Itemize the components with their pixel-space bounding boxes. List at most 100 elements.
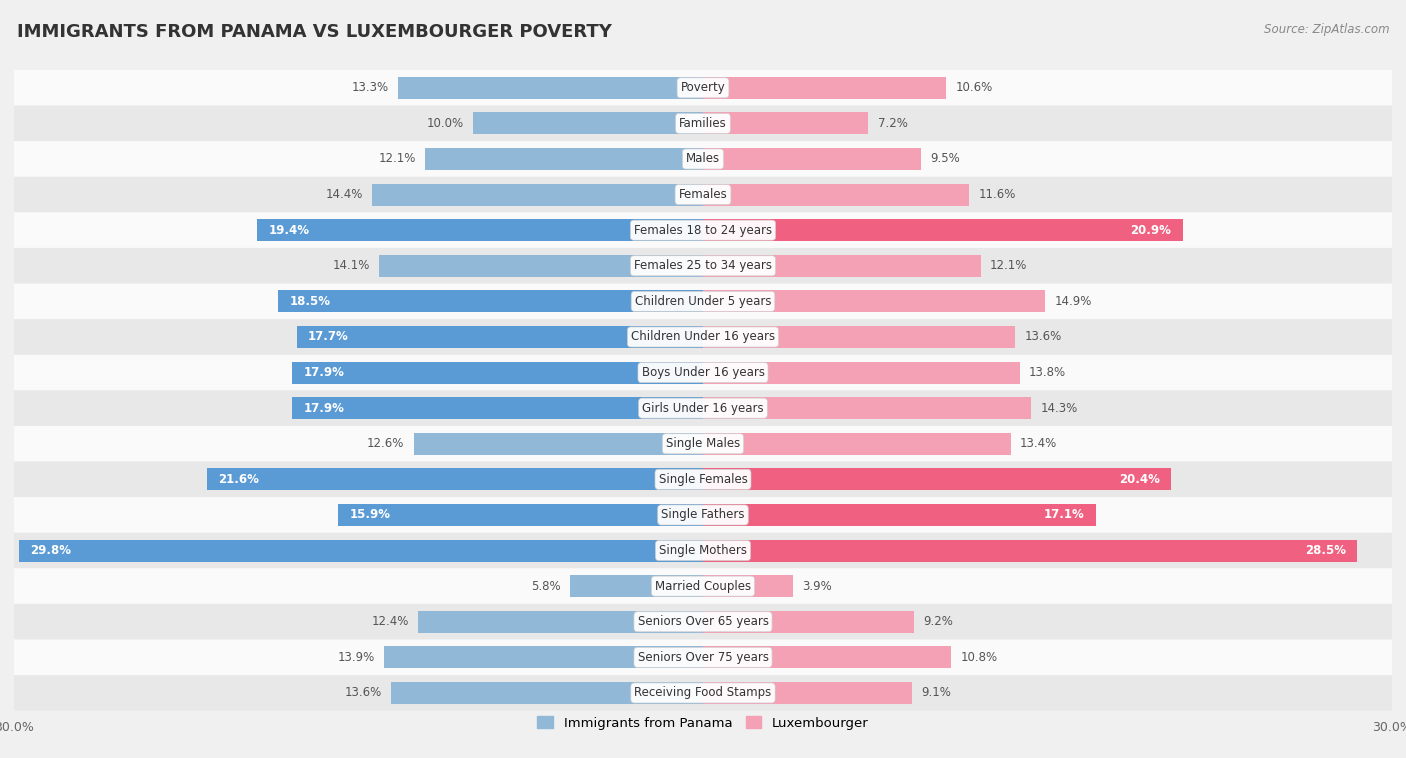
Bar bbox=[391, 682, 703, 704]
FancyBboxPatch shape bbox=[14, 675, 1392, 711]
Text: 13.6%: 13.6% bbox=[344, 687, 381, 700]
Bar bbox=[413, 433, 703, 455]
Text: 18.5%: 18.5% bbox=[290, 295, 330, 308]
Text: Single Mothers: Single Mothers bbox=[659, 544, 747, 557]
FancyBboxPatch shape bbox=[14, 426, 1392, 462]
Bar bbox=[703, 647, 950, 669]
FancyBboxPatch shape bbox=[14, 70, 1392, 105]
Bar bbox=[569, 575, 703, 597]
Text: 17.1%: 17.1% bbox=[1043, 509, 1084, 522]
FancyBboxPatch shape bbox=[14, 283, 1392, 319]
Bar bbox=[703, 290, 1045, 312]
FancyBboxPatch shape bbox=[14, 390, 1392, 426]
Text: 14.4%: 14.4% bbox=[326, 188, 363, 201]
Text: Married Couples: Married Couples bbox=[655, 580, 751, 593]
Bar bbox=[703, 112, 869, 134]
FancyBboxPatch shape bbox=[14, 177, 1392, 212]
Text: 28.5%: 28.5% bbox=[1305, 544, 1346, 557]
Text: 17.9%: 17.9% bbox=[304, 366, 344, 379]
Text: 12.4%: 12.4% bbox=[371, 615, 409, 628]
Bar bbox=[384, 647, 703, 669]
Text: 14.1%: 14.1% bbox=[333, 259, 370, 272]
Text: Families: Families bbox=[679, 117, 727, 130]
Bar bbox=[380, 255, 703, 277]
Text: Boys Under 16 years: Boys Under 16 years bbox=[641, 366, 765, 379]
Text: Children Under 5 years: Children Under 5 years bbox=[634, 295, 772, 308]
Bar bbox=[703, 682, 912, 704]
Text: 10.6%: 10.6% bbox=[956, 81, 993, 94]
FancyBboxPatch shape bbox=[14, 319, 1392, 355]
Text: Children Under 16 years: Children Under 16 years bbox=[631, 330, 775, 343]
Text: Males: Males bbox=[686, 152, 720, 165]
Text: Seniors Over 65 years: Seniors Over 65 years bbox=[637, 615, 769, 628]
Text: Single Females: Single Females bbox=[658, 473, 748, 486]
FancyBboxPatch shape bbox=[14, 141, 1392, 177]
Text: IMMIGRANTS FROM PANAMA VS LUXEMBOURGER POVERTY: IMMIGRANTS FROM PANAMA VS LUXEMBOURGER P… bbox=[17, 23, 612, 41]
Text: Poverty: Poverty bbox=[681, 81, 725, 94]
Bar bbox=[297, 326, 703, 348]
Text: Females: Females bbox=[679, 188, 727, 201]
Text: 10.0%: 10.0% bbox=[427, 117, 464, 130]
Bar bbox=[703, 326, 1015, 348]
FancyBboxPatch shape bbox=[14, 568, 1392, 604]
Text: 20.9%: 20.9% bbox=[1130, 224, 1171, 236]
Text: Females 25 to 34 years: Females 25 to 34 years bbox=[634, 259, 772, 272]
FancyBboxPatch shape bbox=[14, 355, 1392, 390]
Bar bbox=[373, 183, 703, 205]
Text: 7.2%: 7.2% bbox=[877, 117, 907, 130]
Text: 12.1%: 12.1% bbox=[378, 152, 416, 165]
Text: 17.9%: 17.9% bbox=[304, 402, 344, 415]
FancyBboxPatch shape bbox=[14, 533, 1392, 568]
FancyBboxPatch shape bbox=[14, 497, 1392, 533]
Text: 13.9%: 13.9% bbox=[337, 651, 374, 664]
Text: 14.9%: 14.9% bbox=[1054, 295, 1091, 308]
Text: 9.2%: 9.2% bbox=[924, 615, 953, 628]
Bar bbox=[278, 290, 703, 312]
FancyBboxPatch shape bbox=[14, 604, 1392, 640]
Bar bbox=[703, 397, 1032, 419]
Bar bbox=[425, 148, 703, 170]
Bar bbox=[418, 611, 703, 633]
Text: 19.4%: 19.4% bbox=[269, 224, 309, 236]
Bar bbox=[18, 540, 703, 562]
Bar bbox=[703, 540, 1358, 562]
Text: 29.8%: 29.8% bbox=[30, 544, 72, 557]
Text: Single Males: Single Males bbox=[666, 437, 740, 450]
Bar bbox=[207, 468, 703, 490]
Bar bbox=[703, 575, 793, 597]
Text: 13.3%: 13.3% bbox=[352, 81, 388, 94]
Text: Girls Under 16 years: Girls Under 16 years bbox=[643, 402, 763, 415]
Text: 12.1%: 12.1% bbox=[990, 259, 1028, 272]
Text: 13.4%: 13.4% bbox=[1019, 437, 1057, 450]
Text: 13.6%: 13.6% bbox=[1025, 330, 1062, 343]
Text: 15.9%: 15.9% bbox=[349, 509, 391, 522]
Bar bbox=[703, 504, 1095, 526]
Text: 9.1%: 9.1% bbox=[921, 687, 950, 700]
Text: 12.6%: 12.6% bbox=[367, 437, 405, 450]
FancyBboxPatch shape bbox=[14, 248, 1392, 283]
Bar bbox=[257, 219, 703, 241]
Bar bbox=[474, 112, 703, 134]
Text: 17.7%: 17.7% bbox=[308, 330, 349, 343]
Text: 14.3%: 14.3% bbox=[1040, 402, 1078, 415]
Text: 3.9%: 3.9% bbox=[801, 580, 831, 593]
Text: Receiving Food Stamps: Receiving Food Stamps bbox=[634, 687, 772, 700]
Bar bbox=[292, 362, 703, 384]
FancyBboxPatch shape bbox=[14, 640, 1392, 675]
Text: 13.8%: 13.8% bbox=[1029, 366, 1066, 379]
Bar bbox=[292, 397, 703, 419]
Text: Single Fathers: Single Fathers bbox=[661, 509, 745, 522]
Text: 21.6%: 21.6% bbox=[218, 473, 259, 486]
Text: 5.8%: 5.8% bbox=[531, 580, 561, 593]
Bar bbox=[703, 255, 981, 277]
Text: 11.6%: 11.6% bbox=[979, 188, 1017, 201]
Text: 10.8%: 10.8% bbox=[960, 651, 997, 664]
Text: Females 18 to 24 years: Females 18 to 24 years bbox=[634, 224, 772, 236]
Text: Source: ZipAtlas.com: Source: ZipAtlas.com bbox=[1264, 23, 1389, 36]
FancyBboxPatch shape bbox=[14, 212, 1392, 248]
FancyBboxPatch shape bbox=[14, 462, 1392, 497]
Bar bbox=[703, 77, 946, 99]
Bar bbox=[703, 611, 914, 633]
Text: 20.4%: 20.4% bbox=[1119, 473, 1160, 486]
Bar bbox=[703, 183, 969, 205]
